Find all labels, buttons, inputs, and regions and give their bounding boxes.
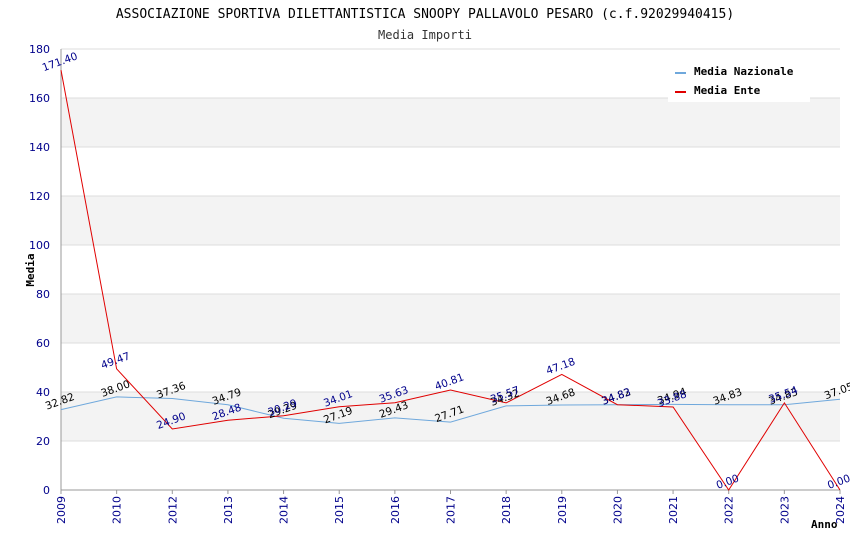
chart-title: ASSOCIAZIONE SPORTIVA DILETTANTISTICA SN…: [116, 7, 734, 22]
y-tick-labels: 0 20 40 60 80 100 120 140 160 180: [29, 43, 50, 497]
y-tick-label: 40: [36, 386, 50, 399]
y-tick-label: 20: [36, 435, 50, 448]
x-tick-label: 2019: [556, 496, 569, 524]
y-tick-label: 100: [29, 239, 50, 252]
series-line-media-ente: [60, 70, 841, 491]
y-tick-label: 80: [36, 288, 50, 301]
x-tick-label: 2012: [166, 496, 179, 524]
legend-label-media-nazionale: Media Nazionale: [694, 65, 794, 78]
x-tick-label: 2021: [667, 496, 680, 524]
y-axis-label: Media: [24, 253, 37, 286]
y-tick-label: 180: [29, 43, 50, 56]
y-tick-label: 60: [36, 337, 50, 350]
x-tick-label: 2017: [445, 496, 458, 524]
data-label: 47.18: [545, 356, 577, 378]
x-tick-label: 2023: [778, 496, 791, 524]
x-tick-label: 2018: [500, 496, 513, 524]
y-tick-label: 140: [29, 141, 50, 154]
x-tick-label: 2015: [333, 496, 346, 524]
grid-bands: [61, 98, 840, 441]
legend: Media Nazionale Media Ente: [668, 58, 810, 102]
y-tick-label: 0: [43, 484, 50, 497]
grid-band: [61, 98, 840, 147]
y-tick-label: 160: [29, 92, 50, 105]
x-tick-label: 2024: [834, 496, 847, 524]
grid-band: [61, 196, 840, 245]
data-label: 49.47: [99, 350, 131, 372]
x-tick-label: 2016: [389, 496, 402, 524]
legend-box: [668, 58, 810, 102]
x-tick-label: 2013: [222, 496, 235, 524]
x-tick-label: 2020: [611, 496, 624, 524]
x-tick-label: 2010: [111, 496, 124, 524]
chart-subtitle: Media Importi: [378, 28, 472, 42]
x-tick-label: 2009: [55, 496, 68, 524]
legend-label-media-ente: Media Ente: [694, 84, 761, 97]
x-axis-label: Anno: [811, 518, 838, 531]
series-lines: [60, 70, 841, 491]
x-tick-labels: 2009 2010 2012 2013 2014 2015 2016 2017 2018 2019…: [55, 496, 847, 524]
x-tick-label: 2022: [723, 496, 736, 524]
axes: [60, 49, 841, 494]
data-label: 0.00: [826, 473, 850, 492]
y-tick-label: 120: [29, 190, 50, 203]
series-line-media-nazionale: [60, 396, 841, 424]
x-tick-label: 2014: [278, 496, 291, 524]
grid-band: [61, 294, 840, 343]
